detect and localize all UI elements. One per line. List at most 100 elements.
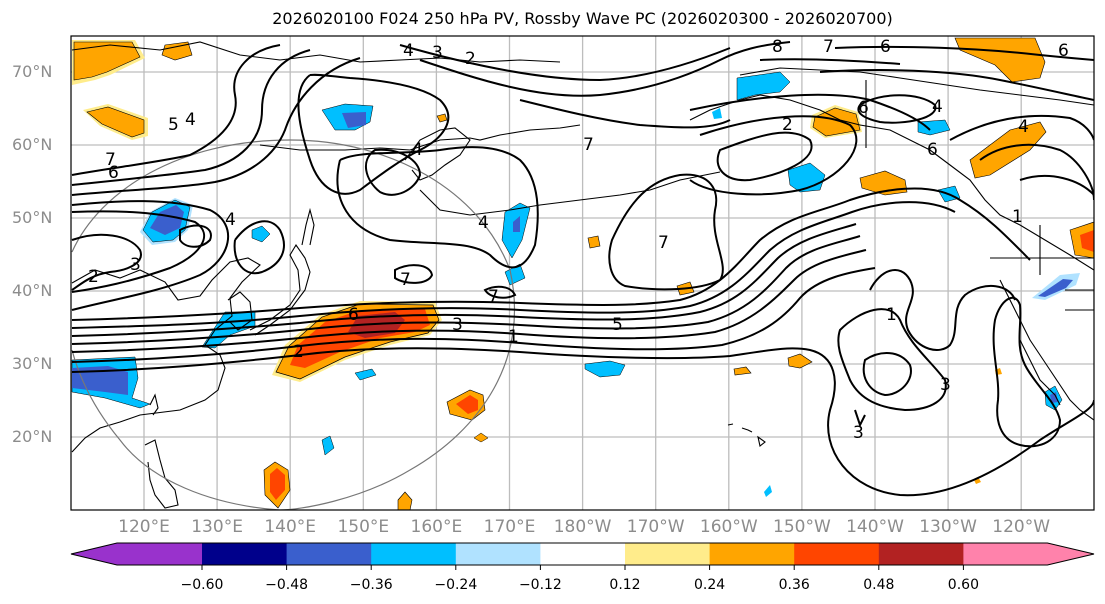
pv-contour [689, 115, 858, 196]
pc-positive-region [733, 366, 752, 376]
colorbar-segment [794, 543, 880, 565]
pv-contour [716, 131, 813, 182]
colorbar-extend-max [963, 543, 1094, 565]
latitude-label: 40°N [12, 281, 53, 300]
pc-negative-region [342, 112, 366, 128]
colorbar-segment [709, 543, 795, 565]
longitude-label: 150°W [773, 517, 831, 537]
contour-label: 7 [658, 233, 669, 253]
coastline-japan [249, 243, 311, 336]
pv-contour [297, 73, 450, 195]
pv-contour [992, 296, 1062, 448]
latitude-label: 20°N [12, 427, 53, 446]
latitude-label: 70°N [12, 62, 53, 81]
pv-contour [71, 347, 1094, 497]
pv-contour [233, 220, 285, 275]
pv-contour [394, 264, 434, 284]
pv-contour [837, 308, 947, 412]
contour-label: 7 [583, 135, 594, 155]
longitude-label: 120°W [992, 517, 1051, 537]
coastline-alaska-north [739, 67, 1094, 106]
colorbar-segment [878, 543, 964, 565]
chart-title: 2026020100 F024 250 hPa PV, Rossby Wave … [272, 9, 893, 28]
pv-contour [869, 269, 1016, 351]
colorbar-tick-label: −0.48 [265, 577, 309, 593]
pc-positive-region [436, 113, 448, 123]
colorbar [70, 542, 1095, 570]
colorbar-tick-label: 0.48 [863, 577, 895, 593]
coastline-philippines [144, 439, 179, 509]
contour-label: 2 [88, 267, 99, 287]
pv-contour [71, 49, 311, 186]
contour-label: 1 [1012, 207, 1023, 227]
pv-contour [71, 223, 857, 337]
pc-negative-region [354, 368, 377, 381]
pv-contour [1019, 174, 1094, 196]
pv-contour [71, 187, 1031, 321]
contour-label: 2 [465, 49, 476, 69]
pc-positive-region [270, 468, 285, 500]
longitude-label: 170°E [483, 517, 536, 537]
contour-label: 1 [886, 305, 897, 325]
pv-contour [689, 93, 931, 131]
colorbar-tick-label: 0.24 [694, 577, 726, 593]
contour-label: 4 [412, 140, 423, 160]
contour-label: 6 [348, 305, 359, 325]
longitude-label: 120°E [118, 517, 170, 537]
latitude-label: 60°N [12, 135, 53, 154]
colorbar-tick-label: 0.60 [947, 577, 979, 593]
radius-circle [71, 139, 515, 510]
pv-contour [71, 210, 206, 293]
coastline-na-west [999, 279, 1094, 421]
pc-positive-region [161, 41, 193, 61]
pv-contour [71, 249, 867, 353]
longitude-label: 160°E [410, 517, 463, 537]
contour-label: 4 [932, 97, 943, 117]
coastline-alaska [689, 94, 1094, 271]
pv-contour [71, 233, 142, 291]
coastline-canada-border [865, 80, 1094, 311]
pc-positive-region [456, 395, 478, 414]
pv-contour [71, 200, 229, 311]
colorbar-segment [286, 543, 372, 565]
pv-contour [399, 44, 731, 82]
contour-label: 6 [927, 140, 938, 160]
colorbar-tick-label: 0.36 [778, 577, 810, 593]
coastline-okhotsk [259, 124, 581, 151]
pv-contour [419, 41, 791, 97]
contour-label: 6 [1058, 41, 1069, 61]
longitude-label: 140°E [264, 517, 317, 537]
colorbar-segment [371, 543, 457, 565]
contour-label: 7 [488, 287, 499, 307]
contour-label: 4 [1018, 117, 1029, 137]
pv-contour [483, 285, 517, 299]
great-circle [71, 139, 515, 510]
pv-contour [949, 114, 1094, 141]
coastline-asia [71, 257, 261, 453]
contour-label: 4 [403, 41, 414, 61]
pc-positive-region [587, 235, 601, 249]
pc-positive-region [473, 432, 489, 443]
contour-label: 7 [400, 270, 411, 290]
contour-label: 2 [293, 342, 304, 362]
pc-negative-region [513, 216, 520, 232]
longitude-label: 170°W [626, 517, 685, 537]
colorbar-segment [625, 543, 711, 565]
colorbar-segment [540, 543, 626, 565]
pv-contour [854, 409, 866, 428]
coastline-sakhalin [301, 207, 315, 246]
contour-label: 5 [612, 315, 623, 335]
pc-positive-region [969, 121, 1047, 179]
pv-contour [979, 143, 1094, 201]
pv-contour [71, 44, 281, 176]
contour-label: 3 [130, 255, 141, 275]
colorbar-tick-label: −0.60 [180, 577, 224, 593]
contour-label: 6 [858, 98, 869, 118]
pc-positive-region [787, 353, 813, 369]
colorbar-tick-label: −0.36 [349, 577, 393, 593]
pv-contour [608, 173, 724, 291]
pv-contour [819, 69, 1094, 101]
coastline-aleutians [419, 171, 721, 216]
pc-negative-region [321, 435, 335, 456]
